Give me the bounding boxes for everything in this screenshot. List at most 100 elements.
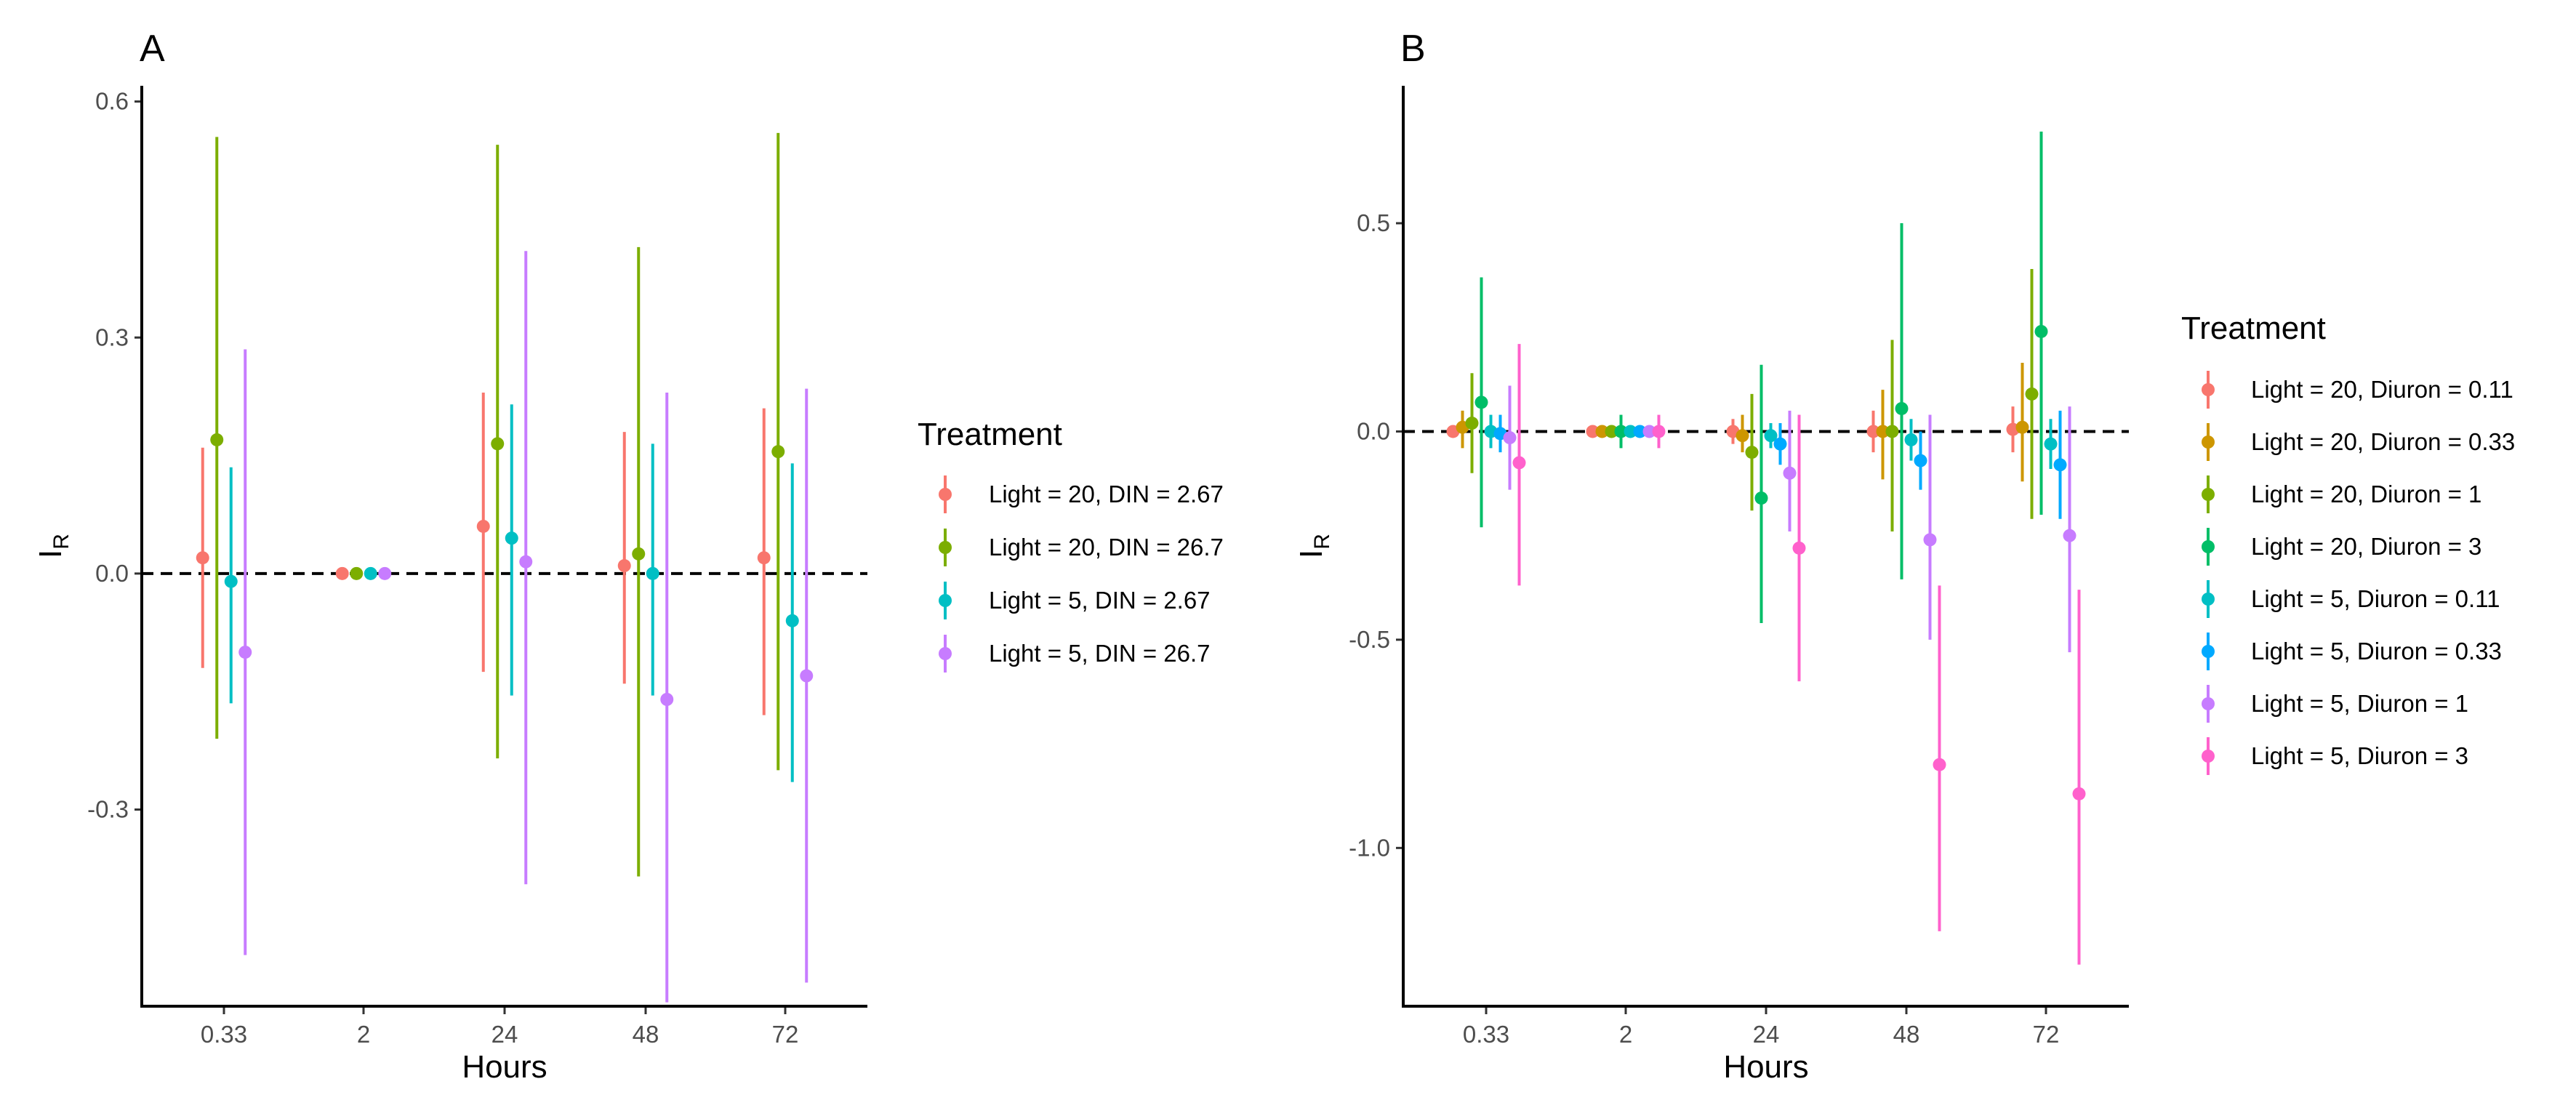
panel-b-legend-key-point: [2202, 488, 2215, 501]
panel-a-point: [660, 693, 674, 706]
panel-b-point: [1933, 758, 1946, 771]
panel-b-y-axis-title: IR: [1293, 534, 1334, 558]
panel-a-x-axis-title: Hours: [462, 1049, 547, 1085]
panel-a-x-tick-label: 48: [633, 1021, 659, 1048]
panel-b-legend-label: Light = 20, Diuron = 0.33: [2251, 428, 2515, 455]
panel-b-point: [1773, 437, 1787, 451]
panel-a-y-ticks: 0.6 0.3 0.0 -0.3: [87, 88, 142, 822]
panel-a-y-tick-label: 0.3: [95, 324, 129, 350]
panel-b-point: [1866, 425, 1880, 438]
panel-b-y-tick-label: 0.0: [1357, 417, 1390, 444]
panel-a-y-axis-title: IR: [33, 534, 73, 558]
panel-b-point: [1503, 431, 1517, 445]
panel-b-legend-label: Light = 5, Diuron = 0.33: [2251, 638, 2502, 665]
panel-a-legend-key-point: [939, 488, 952, 501]
panel-b-legend-key-point: [2202, 697, 2215, 710]
panel-a-point: [771, 445, 785, 459]
panel-b-point: [1652, 425, 1666, 438]
panel-b-x-tick-label: 48: [1893, 1021, 1920, 1048]
panel-a-point: [224, 574, 238, 588]
panel-a-x-tick-label: 0.33: [201, 1021, 247, 1048]
panel-a-legend-key-point: [939, 594, 952, 607]
panel-b-x-tick-label: 24: [1753, 1021, 1780, 1048]
panel-a-point: [210, 433, 224, 446]
panel-a-x-tick-label: 72: [772, 1021, 799, 1048]
panel-b-point: [1914, 454, 1927, 467]
panel-a-legend-label: Light = 20, DIN = 26.7: [989, 534, 1224, 561]
svg-text:IR: IR: [1293, 534, 1334, 558]
panel-b-legend-items: Light = 20, Diuron = 0.11 Light = 20, Diu…: [2202, 371, 2515, 775]
panel-b-legend-label: Light = 20, Diuron = 0.11: [2251, 376, 2513, 403]
panel-b-point: [1876, 425, 1890, 438]
panel-b-x-axis-title: Hours: [1723, 1049, 1808, 1085]
panel-b-legend-key-point: [2202, 383, 2215, 396]
panel-b-y-tick-label: -0.5: [1349, 626, 1390, 653]
panel-a-point: [785, 614, 799, 627]
panel-b-point: [1736, 429, 1749, 443]
panel-a-point: [646, 566, 659, 580]
panel-a-legend-key-point: [939, 647, 952, 660]
panel-a-point: [491, 437, 505, 451]
panel-b-point: [1764, 429, 1778, 443]
panel-b-legend-key-point: [2202, 645, 2215, 658]
panel-b-point: [1923, 533, 1937, 547]
panel-a-y-tick-label: 0.6: [95, 88, 129, 115]
panel-b-point: [1754, 491, 1768, 505]
panel-b-y-axis-title-sub: R: [1310, 534, 1334, 550]
panel-b-legend-label: Light = 20, Diuron = 1: [2251, 481, 2481, 507]
panel-b-legend-key-point: [2202, 435, 2215, 449]
panel-a-y-tick-label: 0.0: [95, 560, 129, 587]
panel-b-point: [1512, 456, 1526, 470]
panel-a-point: [505, 531, 518, 545]
panel-a-point: [617, 559, 631, 573]
panel-b: B 0.5 0.0 -0.5 -1.0 0.33 2 24 48 72 Hours IR Tr…: [1293, 28, 2515, 1085]
panel-b-point: [1465, 417, 1479, 430]
panel-a-legend-items: Light = 20, DIN = 2.67 Light = 20, DIN = …: [939, 475, 1224, 673]
panel-a-point: [632, 547, 646, 561]
panel-b-point: [1595, 425, 1609, 438]
panel-b-point: [2072, 787, 2086, 800]
panel-a-point: [350, 566, 364, 580]
panel-b-x-tick-label: 2: [1619, 1021, 1632, 1048]
panel-a-legend-label: Light = 20, DIN = 2.67: [989, 481, 1224, 507]
panel-a-x-tick-label: 2: [357, 1021, 370, 1048]
panel-b-tag: B: [1400, 28, 1426, 70]
panel-a-x-ticks: 0.33 2 24 48 72: [201, 1006, 798, 1048]
panel-b-y-tick-label: -1.0: [1349, 834, 1390, 861]
panel-b-legend-label: Light = 5, Diuron = 3: [2251, 742, 2468, 769]
panel-a-y-axis-title-sub: R: [49, 534, 73, 550]
panel-a-point: [378, 566, 392, 580]
panel-b-legend-label: Light = 5, Diuron = 1: [2251, 690, 2468, 717]
panel-a-y-tick-label: -0.3: [87, 795, 129, 822]
panel-a-x-tick-label: 24: [491, 1021, 518, 1048]
panel-a-legend-title: Treatment: [918, 417, 1062, 452]
panel-b-x-tick-label: 0.33: [1463, 1021, 1509, 1048]
panel-a-point: [196, 551, 209, 565]
panel-b-legend-key-point: [2202, 540, 2215, 553]
panel-a-point: [476, 519, 490, 533]
panel-a-point: [335, 566, 349, 580]
panel-b-legend-key-point: [2202, 593, 2215, 606]
panel-b-point: [1783, 466, 1797, 480]
panel-b-point: [2063, 529, 2077, 542]
panel-b-y-tick-label: 0.5: [1357, 209, 1390, 236]
panel-b-legend-label: Light = 5, Diuron = 0.11: [2251, 585, 2500, 612]
panel-b-marks: [1446, 132, 2086, 965]
panel-b-x-tick-label: 72: [2033, 1021, 2060, 1048]
panel-b-point: [1474, 396, 1488, 409]
panel-b-point: [1642, 425, 1656, 438]
panel-b-legend-title: Treatment: [2181, 310, 2326, 346]
panel-b-point: [1586, 425, 1600, 438]
panel-b-legend: Treatment Light = 20, Diuron = 0.11Light…: [2181, 310, 2515, 775]
panel-b-point: [2034, 324, 2048, 338]
panel-a: A 0.6 0.3 0.0 -0.3 0.33 2 24 48 72 Hours IR Tre…: [33, 28, 1224, 1085]
panel-b-point: [1624, 425, 1637, 438]
panel-a-point: [519, 555, 533, 569]
panel-b-y-axis-title-main: I: [1293, 550, 1329, 558]
panel-b-legend-label: Light = 20, Diuron = 3: [2251, 533, 2481, 560]
panel-b-point: [1895, 401, 1909, 415]
panel-a-marks: [196, 132, 814, 1003]
panel-b-point: [2015, 420, 2029, 434]
panel-a-legend-label: Light = 5, DIN = 26.7: [989, 640, 1211, 667]
panel-b-point: [2053, 458, 2067, 472]
